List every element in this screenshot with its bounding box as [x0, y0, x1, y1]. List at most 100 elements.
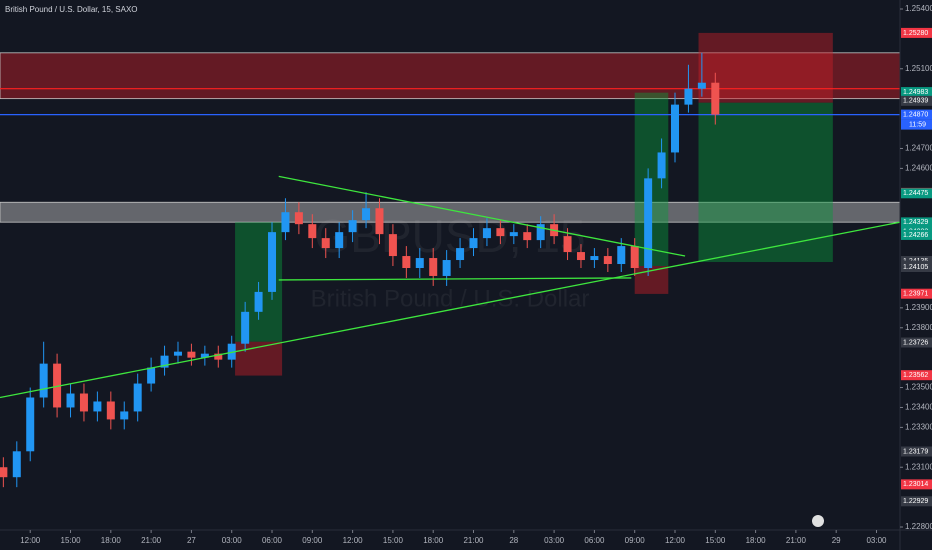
candle-body [147, 367, 156, 384]
price-label-box [901, 370, 932, 381]
watermark-subtitle: British Pound / U.S. Dollar [311, 285, 590, 312]
price-label: 1.24939 [903, 98, 928, 105]
price-label: 1.24475 [903, 190, 928, 197]
candle-body [469, 238, 478, 249]
y-tick-label: 1.23800 [905, 323, 932, 332]
candle-body [482, 228, 491, 239]
candle-body [523, 232, 532, 241]
candle-body [106, 401, 115, 420]
x-tick-label: 29 [832, 536, 841, 545]
price-label-box [901, 446, 932, 457]
candle-body [281, 212, 290, 233]
price-label-box [901, 262, 932, 273]
candle-body [509, 232, 518, 237]
y-tick-label: 1.24700 [905, 144, 932, 153]
x-tick-label: 21:00 [141, 536, 162, 545]
x-tick-label: 09:00 [302, 536, 323, 545]
candle-body [39, 363, 48, 398]
zone [0, 52, 901, 100]
candle-body [160, 355, 169, 368]
x-tick-label: 21:00 [786, 536, 807, 545]
price-label: 1.24329 [903, 219, 928, 226]
candle-body [133, 383, 142, 412]
y-tick-label: 1.23100 [905, 462, 932, 471]
x-tick-label: 27 [187, 536, 196, 545]
trend-line [0, 221, 901, 399]
candle-body [536, 224, 545, 241]
candle-body [657, 152, 666, 179]
countdown-box [901, 119, 932, 130]
x-tick-label: 06:00 [262, 536, 283, 545]
candle-body [0, 467, 8, 478]
y-tick-label: 1.23900 [905, 303, 932, 312]
x-tick-label: 03:00 [544, 536, 565, 545]
candle-body [79, 393, 88, 412]
candle-body [671, 104, 679, 153]
candle-body [241, 311, 250, 344]
x-tick-label: 09:00 [625, 536, 646, 545]
countdown: 11:59 [909, 121, 926, 128]
price-label-box [901, 188, 932, 199]
x-tick-label: 18:00 [423, 536, 444, 545]
candle-body [187, 351, 196, 358]
candle-body [375, 208, 384, 235]
x-tick-label: 15:00 [61, 536, 82, 545]
candle-body [120, 411, 129, 420]
candle-body [12, 451, 21, 478]
x-tick-label: 03:00 [866, 536, 887, 545]
candle-body [200, 353, 209, 358]
price-label-box [901, 337, 932, 348]
candle-body [456, 248, 465, 261]
price-label: 1.22929 [903, 498, 928, 505]
price-label-box [901, 479, 932, 490]
price-label: 1.25280 [903, 30, 928, 37]
x-tick-label: 28 [509, 536, 518, 545]
candle-body [53, 363, 62, 408]
y-tick-label: 1.25400 [905, 4, 932, 13]
candle-body [254, 291, 263, 312]
y-tick-label: 1.24600 [905, 163, 932, 172]
candle-body [429, 258, 438, 276]
price-label: 1.23971 [903, 291, 928, 298]
y-tick-label: 1.23500 [905, 383, 932, 392]
candle-body [93, 401, 102, 412]
candle-body [590, 256, 599, 261]
candle-body [563, 236, 572, 253]
candle-body [684, 88, 693, 105]
x-tick-label: 03:00 [222, 536, 243, 545]
price-label: 1.24266 [903, 232, 928, 239]
y-tick-label: 1.23400 [905, 403, 932, 412]
candle-body [308, 224, 317, 239]
position-target [698, 102, 833, 263]
candle-body [603, 256, 612, 265]
candle-body [173, 351, 182, 356]
price-label: 1.24105 [903, 264, 928, 271]
price-label: 1.23014 [903, 481, 928, 488]
candle-body [335, 232, 344, 249]
price-label: 1.23179 [903, 448, 928, 455]
candle-body [294, 212, 303, 225]
x-tick-label: 12:00 [20, 536, 41, 545]
candle-body [268, 232, 277, 292]
candle-body [630, 246, 639, 268]
candle-body [617, 246, 626, 265]
y-tick-label: 1.25100 [905, 64, 932, 73]
candle-body [644, 178, 653, 268]
candle-body [214, 353, 223, 360]
price-label-box [901, 27, 932, 38]
price-label: 1.24983 [903, 89, 928, 96]
x-tick-label: 12:00 [343, 536, 364, 545]
price-label: 1.23562 [903, 372, 928, 379]
candle-body [26, 397, 35, 452]
x-tick-label: 18:00 [101, 536, 122, 545]
x-tick-label: 21:00 [463, 536, 484, 545]
candle-body [227, 343, 236, 360]
candle-body [402, 256, 411, 268]
trend-line [278, 277, 632, 281]
price-label-box [901, 229, 932, 240]
candle-body [711, 82, 720, 115]
candle-body [388, 234, 397, 257]
x-tick-label: 06:00 [584, 536, 605, 545]
icon[interactable] [812, 515, 824, 527]
